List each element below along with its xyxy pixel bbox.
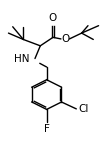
Text: F: F [44,124,50,134]
Text: O: O [61,34,69,44]
Text: O: O [48,13,57,23]
Text: Cl: Cl [78,104,89,114]
Text: HN: HN [14,54,29,64]
